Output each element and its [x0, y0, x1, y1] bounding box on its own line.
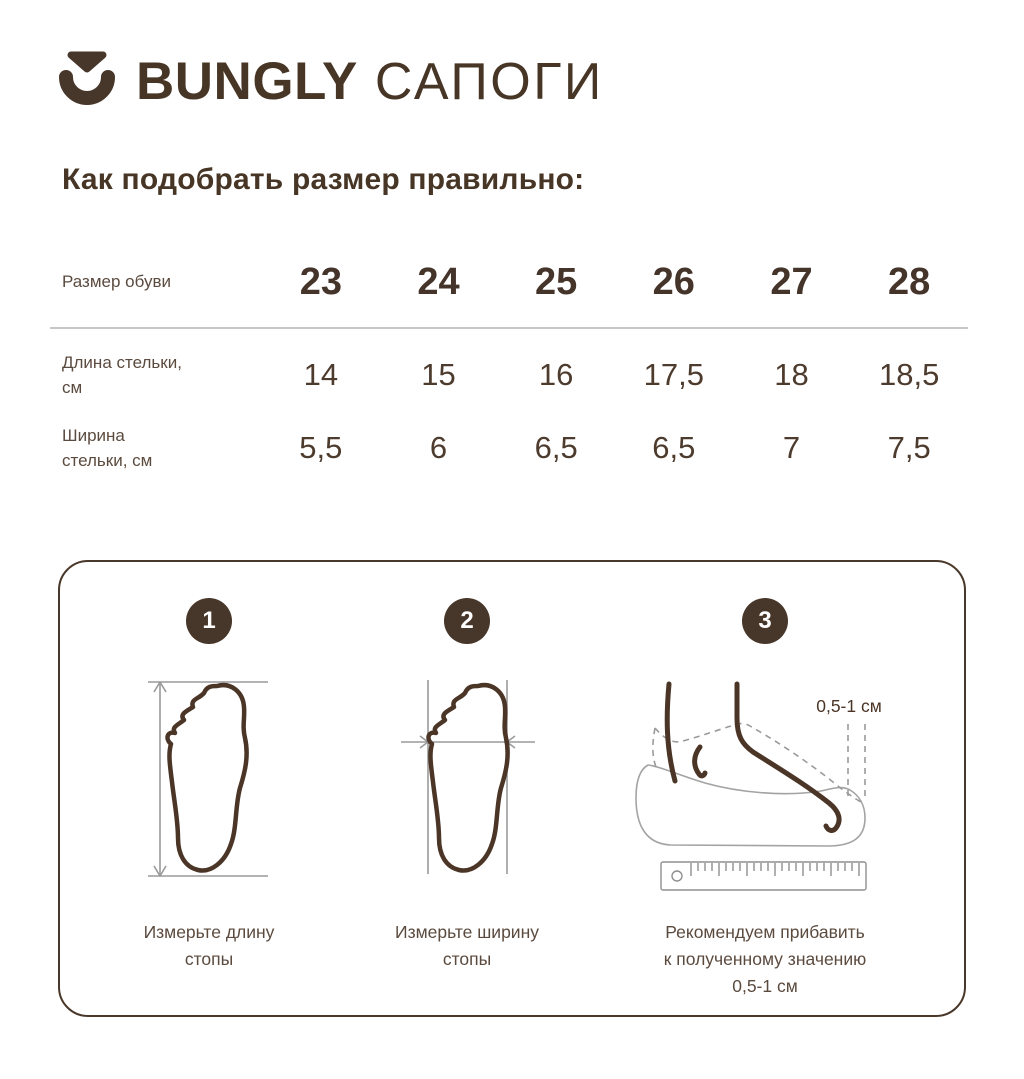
width-value: 5,5	[299, 430, 343, 465]
brand-header: BUNGLY САПОГИ	[55, 48, 604, 115]
table-row-length: Длина стельки, см 14 15 16 17,5 18 18,5	[50, 345, 968, 405]
step-number-badge: 2	[444, 598, 490, 644]
bungly-logo-icon	[55, 48, 119, 115]
step-caption-length: Измерьте длину стопы	[143, 922, 275, 970]
size-value: 24	[417, 260, 460, 303]
size-value: 26	[652, 260, 695, 303]
step-number: 1	[202, 607, 216, 634]
length-value: 15	[421, 357, 456, 392]
size-value: 23	[299, 260, 342, 303]
width-value: 7,5	[887, 430, 931, 465]
step-caption-width: Измерьте ширину стопы	[395, 922, 539, 970]
row-label-length: Длина стельки, см	[62, 352, 182, 398]
foot-width-diagram	[393, 674, 543, 891]
table-separator	[50, 327, 968, 329]
length-value: 14	[303, 357, 339, 392]
table-row-sizes: Размер обуви 23 24 25 26 27 28	[50, 246, 968, 318]
shoe-allowance-diagram: 0,5-1 см	[633, 660, 943, 910]
measurement-guide-box: 1 2 3	[58, 560, 966, 1017]
foot-length-diagram	[126, 676, 296, 893]
length-value: 16	[538, 357, 574, 392]
size-value: 25	[535, 260, 578, 303]
width-value: 6	[429, 430, 448, 465]
width-value: 6,5	[652, 430, 696, 465]
brand-name: BUNGLY	[136, 52, 358, 111]
step-number-badge: 1	[186, 598, 232, 644]
page-title: Как подобрать размер правильно:	[62, 163, 585, 196]
row-label-width: Ширина стельки, см	[62, 425, 153, 471]
width-value: 6,5	[534, 430, 578, 465]
length-value: 18,5	[878, 357, 940, 392]
length-value: 18	[774, 357, 809, 392]
table-row-width: Ширина стельки, см 5,5 6 6,5 6,5 7 7,5	[50, 418, 968, 478]
size-value: 27	[770, 260, 813, 303]
product-name: САПОГИ	[374, 52, 604, 111]
step-caption-allowance: Рекомендуем прибавить к полученному знач…	[663, 922, 867, 997]
length-value: 17,5	[643, 357, 704, 392]
step-number-badge: 3	[742, 598, 788, 644]
step-number: 2	[460, 607, 474, 634]
row-label-size: Размер обуви	[62, 272, 171, 292]
allowance-label: 0,5-1 см	[816, 696, 882, 716]
step-number: 3	[758, 607, 772, 634]
width-value: 7	[782, 430, 801, 465]
size-value: 28	[888, 260, 931, 303]
